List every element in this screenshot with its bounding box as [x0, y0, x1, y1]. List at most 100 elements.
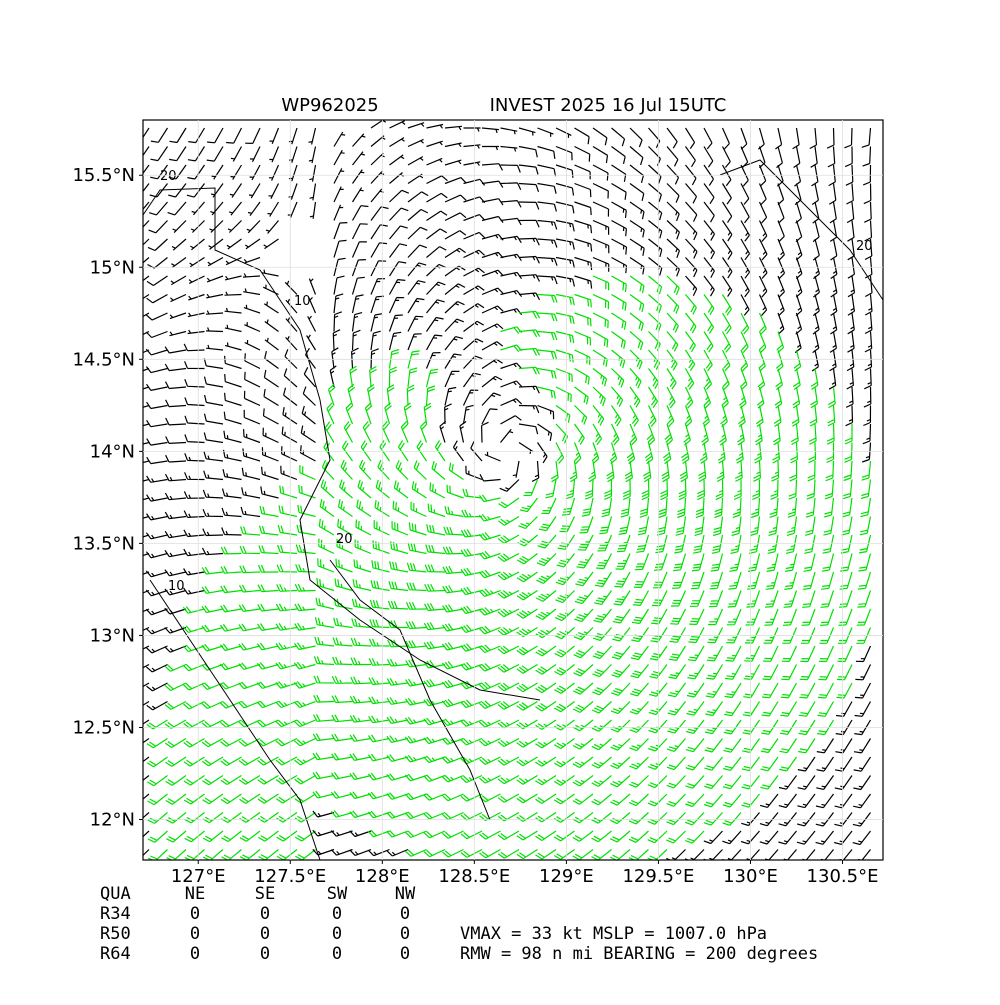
wind-barb [187, 312, 205, 318]
wind-barb [760, 738, 779, 754]
wind-barb [478, 588, 501, 597]
wind-barb [331, 714, 353, 723]
wind-barb [257, 584, 279, 593]
wind-barb [744, 645, 761, 662]
x-tick-label: 127.5°E [254, 866, 326, 887]
wind-barb [743, 664, 761, 680]
wind-barb [666, 775, 686, 789]
wind-barb [827, 386, 836, 409]
wind-barb [611, 146, 626, 165]
wind-barb [531, 460, 540, 483]
wind-barb [350, 637, 372, 647]
info-line: RMW = 98 n mi BEARING = 200 degrees [460, 944, 818, 964]
wind-barb [794, 331, 802, 354]
wind-barb [500, 235, 522, 244]
wind-barb [145, 366, 168, 374]
wind-barb [407, 315, 424, 332]
wind-barb [688, 627, 705, 644]
wind-barb [572, 830, 594, 842]
wind-barb [592, 627, 612, 641]
wind-barb [666, 756, 686, 771]
wind-barb [204, 394, 224, 407]
wind-barb [207, 256, 224, 267]
wind-barb [481, 180, 504, 188]
wind-barb [537, 312, 558, 322]
wind-barb [312, 714, 335, 722]
wind-barb [481, 392, 501, 406]
wind-barb [584, 479, 594, 500]
wind-barb [708, 590, 724, 608]
wind-barb [813, 257, 820, 280]
wind-barb [349, 714, 372, 723]
wind-barb [431, 461, 446, 480]
wind-barb [260, 486, 279, 499]
wind-barb [791, 405, 800, 427]
wind-barb [759, 812, 779, 827]
wind-barb [356, 499, 372, 518]
wind-barb [423, 698, 446, 707]
wind-barb [478, 700, 501, 709]
wind-barb [629, 386, 641, 408]
wind-barb [407, 122, 425, 129]
wind-barb [815, 830, 834, 845]
wind-barb [798, 738, 816, 754]
wind-barb [481, 323, 504, 333]
wind-barb [664, 423, 673, 446]
wind-barb [201, 624, 224, 633]
wind-barb [599, 516, 613, 535]
wind-barb [611, 219, 627, 237]
wind-barb [206, 293, 224, 299]
wind-barb [731, 516, 742, 537]
wind-barb [470, 441, 483, 462]
wind-barb [610, 812, 631, 825]
wind-barb [694, 516, 705, 536]
wind-barb [257, 793, 279, 804]
wind-barb [844, 424, 853, 445]
wind-barb [648, 701, 668, 716]
wind-barb [164, 569, 187, 577]
wind-barb [388, 261, 407, 277]
wind-barb [460, 624, 483, 633]
wind-barb [842, 479, 853, 500]
contour-label: 20 [856, 239, 873, 254]
wind-barb [351, 347, 359, 369]
wind-barb [143, 738, 150, 744]
wind-barb [739, 386, 747, 409]
wind-barb [479, 830, 501, 840]
wind-barb [441, 830, 464, 839]
wind-barb [143, 441, 150, 445]
wind-barb [541, 497, 557, 515]
wind-barb [845, 164, 854, 186]
wind-barb [498, 497, 520, 509]
wind-barb [238, 604, 261, 612]
wind-barb [519, 497, 538, 513]
wind-barb [256, 681, 279, 689]
wind-barb [220, 737, 242, 747]
wind-barb [169, 330, 187, 337]
wind-barb [267, 201, 280, 217]
wind-barb [500, 308, 523, 316]
wind-barb [146, 419, 168, 428]
wind-barb [389, 120, 406, 129]
wind-barb [666, 812, 686, 826]
wind-barb [370, 313, 383, 332]
wind-barb [265, 220, 279, 234]
wind-barb [740, 201, 750, 224]
wind-barb [444, 177, 467, 185]
wind-barb [405, 601, 427, 610]
wind-barb [859, 516, 872, 536]
wind-barb [721, 386, 729, 409]
wind-barb [535, 756, 557, 767]
wind-barb [793, 349, 802, 372]
wind-barb [444, 159, 462, 166]
wind-barb [478, 663, 501, 672]
wind-barb [728, 571, 742, 590]
wind-barb [319, 499, 335, 517]
wind-barb [594, 590, 612, 605]
x-tick-label: 127°E [171, 866, 226, 887]
wind-barb [724, 664, 742, 680]
wind-barb [703, 312, 715, 334]
wind-barb [826, 423, 835, 445]
wind-barb [309, 201, 317, 219]
wind-barb [239, 793, 261, 804]
